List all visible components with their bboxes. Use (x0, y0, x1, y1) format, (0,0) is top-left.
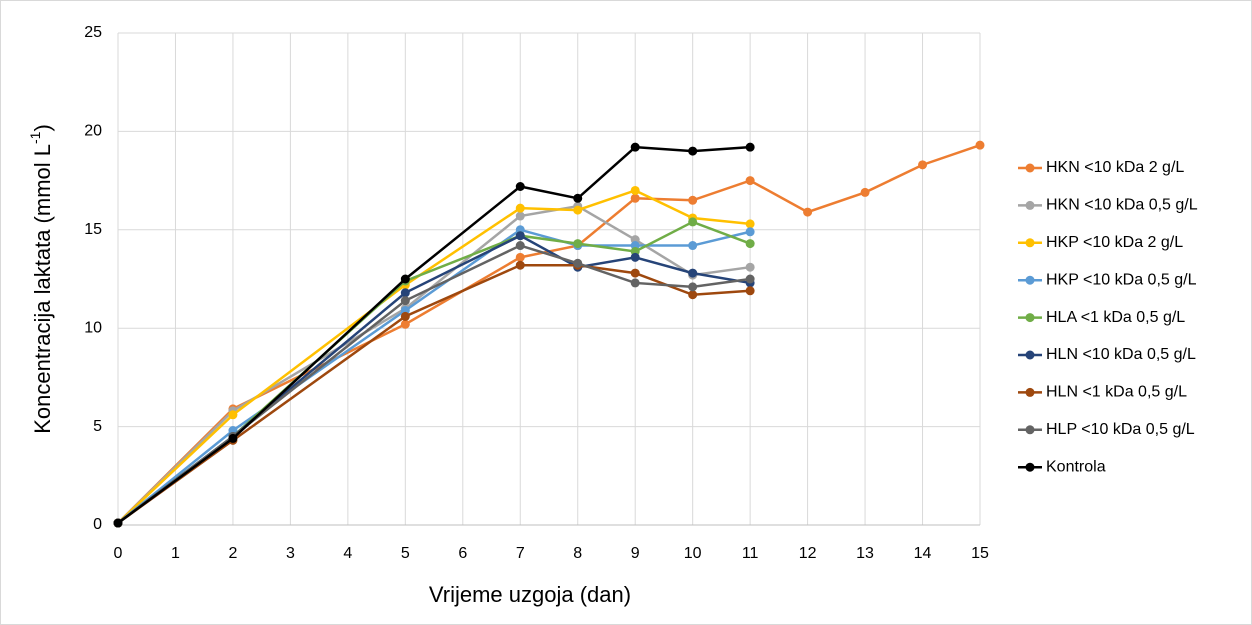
data-point (630, 185, 640, 195)
legend-label: HLN <1 kDa 0,5 g/L (1046, 384, 1187, 401)
y-tick-label: 15 (84, 221, 102, 238)
x-tick-label: 8 (573, 545, 582, 562)
x-tick-label: 0 (114, 545, 123, 562)
data-point (745, 219, 755, 229)
legend-marker (1025, 163, 1035, 173)
data-point (860, 187, 870, 197)
x-tick-label: 7 (516, 545, 525, 562)
legend-label: HKN <10 kDa 0,5 g/L (1046, 197, 1198, 214)
data-point (515, 211, 525, 221)
data-point (400, 311, 410, 321)
legend-marker (1025, 425, 1035, 435)
data-point (803, 207, 813, 217)
data-point (630, 252, 640, 262)
data-point (400, 296, 410, 306)
data-point (688, 217, 698, 227)
x-tick-label: 2 (228, 545, 237, 562)
x-tick-label: 1 (171, 545, 180, 562)
data-point (113, 518, 123, 528)
data-point (515, 241, 525, 251)
y-axis-title-text: Koncentracija laktata (mmol L (30, 144, 55, 434)
x-tick-label: 3 (286, 545, 295, 562)
data-point (400, 288, 410, 298)
x-tick-label: 4 (343, 545, 352, 562)
data-point (573, 193, 583, 203)
data-point (630, 268, 640, 278)
legend-marker (1025, 462, 1035, 472)
legend-marker (1025, 350, 1035, 360)
x-axis-title: Vrijeme uzgoja (dan) (429, 582, 631, 607)
y-tick-label: 10 (84, 319, 102, 336)
data-point (688, 290, 698, 300)
y-tick-label: 25 (84, 24, 102, 41)
legend-marker (1025, 200, 1035, 210)
data-point (630, 193, 640, 203)
series-line (117, 189, 751, 524)
y-axis-title-end: ) (30, 124, 55, 131)
data-point (400, 319, 410, 329)
y-tick-label: 5 (93, 418, 102, 435)
x-tick-label: 15 (971, 545, 989, 562)
data-point (745, 286, 755, 296)
legend-label: HLP <10 kDa 0,5 g/L (1046, 421, 1195, 438)
y-axis-title-sup: -1 (27, 131, 43, 144)
legend-marker (1025, 275, 1035, 285)
legend-label: Kontrola (1046, 458, 1106, 475)
data-point (745, 262, 755, 272)
data-point (688, 146, 698, 156)
data-point (515, 203, 525, 213)
x-tick-label: 10 (684, 545, 702, 562)
data-point (688, 282, 698, 292)
x-tick-label: 5 (401, 545, 410, 562)
data-point (745, 274, 755, 284)
data-point (573, 205, 583, 215)
data-point (515, 182, 525, 192)
data-point (400, 274, 410, 284)
data-point (573, 258, 583, 268)
x-tick-label: 11 (742, 545, 759, 562)
series-line (117, 145, 751, 525)
legend-label: HKP <10 kDa 2 g/L (1046, 234, 1183, 251)
data-point (688, 241, 698, 251)
y-tick-label: 0 (93, 516, 102, 533)
data-point (745, 142, 755, 152)
legend-label: HLN <10 kDa 0,5 g/L (1046, 346, 1196, 363)
data-point (630, 142, 640, 152)
x-tick-label: 9 (631, 545, 640, 562)
legend-label: HLA <1 kDa 0,5 g/L (1046, 309, 1185, 326)
data-point (745, 227, 755, 237)
data-point (630, 278, 640, 288)
data-point (745, 176, 755, 186)
x-tick-label: 12 (799, 545, 817, 562)
series-line (117, 244, 751, 525)
data-point (688, 195, 698, 205)
data-point (515, 260, 525, 270)
data-point (228, 433, 238, 443)
x-tick-label: 14 (914, 545, 932, 562)
legend-label: HKP <10 kDa 0,5 g/L (1046, 271, 1197, 288)
y-axis-title: Koncentracija laktata (mmol L-1) (27, 124, 55, 434)
series-line (117, 263, 751, 525)
data-point (975, 140, 985, 150)
data-point (688, 268, 698, 278)
data-point (515, 231, 525, 241)
legend-marker (1025, 238, 1035, 248)
data-point (515, 252, 525, 262)
legend-marker (1025, 387, 1035, 397)
data-point (918, 160, 928, 170)
y-tick-label: 20 (84, 123, 102, 140)
x-tick-label: 13 (856, 545, 874, 562)
legend-label: HKN <10 kDa 2 g/L (1046, 159, 1184, 176)
data-point (228, 410, 238, 420)
data-point (573, 239, 583, 249)
legend-marker (1025, 313, 1035, 323)
x-tick-label: 6 (458, 545, 467, 562)
data-point (745, 239, 755, 249)
